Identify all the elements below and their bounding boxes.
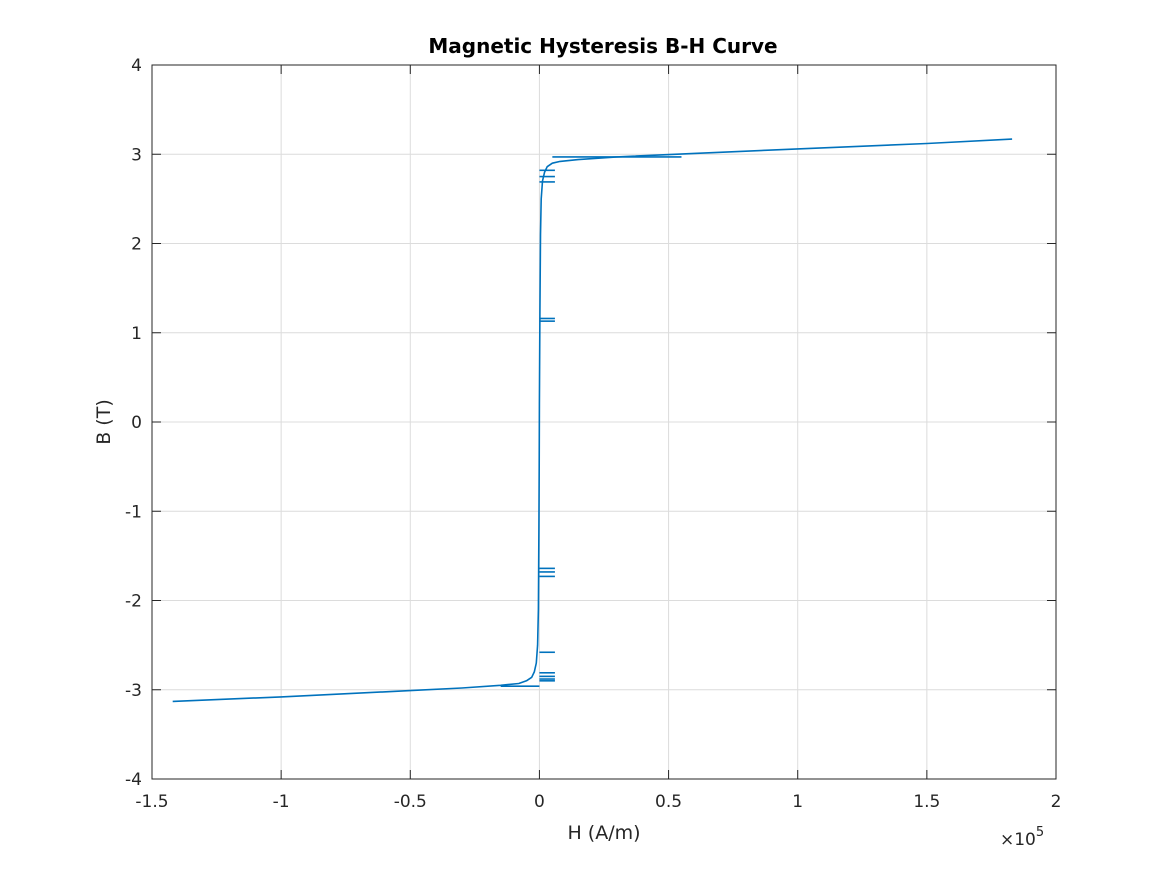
y-tick-label: -2: [125, 592, 142, 612]
grid-lines: [152, 65, 1056, 779]
y-tick-label: 1: [131, 324, 142, 344]
y-tick-label: -4: [125, 770, 142, 790]
chart-title: Magnetic Hysteresis B-H Curve: [428, 34, 777, 58]
x-tick-label: 0.5: [655, 792, 682, 812]
plot-series-layer: [172, 138, 1013, 703]
axis-ticks: -1.5 -1 -0.5 0 0.5 1 1.5 2 -4 -3 -2 -1 0 1 2 3 4: [125, 56, 1061, 812]
x-tick-label: -1: [273, 792, 290, 812]
x-tick-label: 2: [1051, 792, 1062, 812]
y-tick-label: 0: [131, 413, 142, 433]
y-tick-label: 2: [131, 235, 142, 255]
x-tick-label: -0.5: [394, 792, 427, 812]
x-tick-label: 1.5: [913, 792, 940, 812]
bh-curve-line: [172, 138, 1013, 703]
x-tick-label: 1: [792, 792, 803, 812]
y-tick-label: 3: [131, 145, 142, 165]
y-axis-label: B (T): [93, 399, 115, 445]
x-axis-multiplier: ×105: [1000, 825, 1044, 850]
y-tick-label: 4: [131, 56, 142, 76]
x-tick-label: -1.5: [135, 792, 168, 812]
x-multiplier-exponent: 5: [1036, 825, 1044, 840]
y-tick-label: -3: [125, 681, 142, 701]
x-axis-label: H (A/m): [567, 822, 640, 844]
x-multiplier-base: ×10: [1000, 830, 1036, 850]
y-tick-label: -1: [125, 502, 142, 522]
x-tick-label: 0: [534, 792, 545, 812]
